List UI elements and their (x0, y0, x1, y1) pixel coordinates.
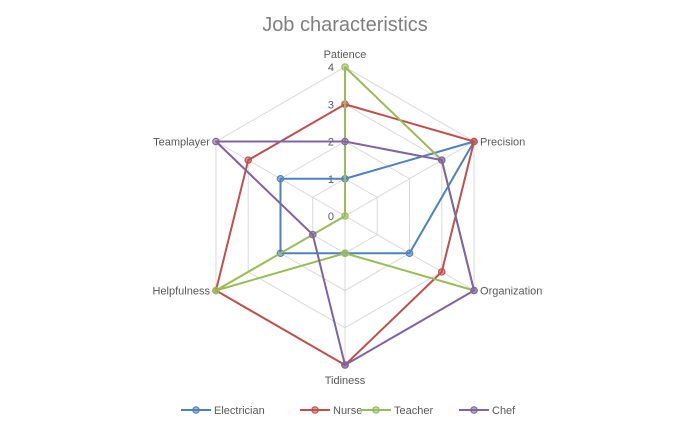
series-chef (212, 137, 478, 369)
data-point (341, 212, 349, 220)
legend-marker (192, 406, 200, 414)
data-point (470, 137, 478, 146)
spoke (344, 141, 475, 217)
legend-item-nurse: Nurse (300, 405, 362, 417)
tick-label: 0 (328, 211, 334, 223)
legend-marker (311, 406, 319, 414)
tick-label: 4 (328, 62, 334, 74)
data-point (437, 156, 446, 164)
axis-label-patience: Patience (324, 49, 367, 61)
legend-label: Nurse (333, 405, 362, 417)
data-point (341, 249, 349, 258)
data-point (341, 63, 349, 71)
axis-label-tidiness: Tidiness (325, 375, 366, 387)
legend-label: Teacher (394, 405, 433, 417)
data-point (341, 137, 349, 146)
axis-label-helpfulness: Helpfulness (152, 286, 210, 298)
legend-item-chef: Chef (459, 405, 516, 417)
legend-label: Chef (492, 405, 516, 417)
axis-labels: Patience Precision Organization Tidiness Hel… (152, 49, 542, 387)
data-point (405, 249, 414, 258)
legend-label: Electrician (214, 405, 265, 417)
tick-label: 3 (328, 99, 334, 111)
axis-label-teamplayer: Teamplayer (153, 137, 210, 149)
axis-label-precision: Precision (480, 137, 525, 149)
data-point (470, 286, 478, 295)
legend-item-teacher: Teacher (361, 405, 433, 417)
legend-item-electrician: Electrician (181, 405, 265, 417)
data-point (276, 174, 285, 183)
axis-label-organization: Organization (480, 286, 542, 298)
legend-marker (372, 406, 380, 414)
data-point (244, 156, 253, 164)
data-point (437, 268, 446, 276)
data-point (341, 361, 349, 369)
data-point (308, 230, 317, 239)
data-point (212, 286, 220, 295)
series-layer (212, 63, 478, 369)
data-point (212, 137, 220, 146)
legend-marker (470, 406, 478, 414)
chart-title: Job characteristics (262, 14, 428, 36)
legend: Electrician Nurse Teacher Chef (181, 405, 516, 417)
